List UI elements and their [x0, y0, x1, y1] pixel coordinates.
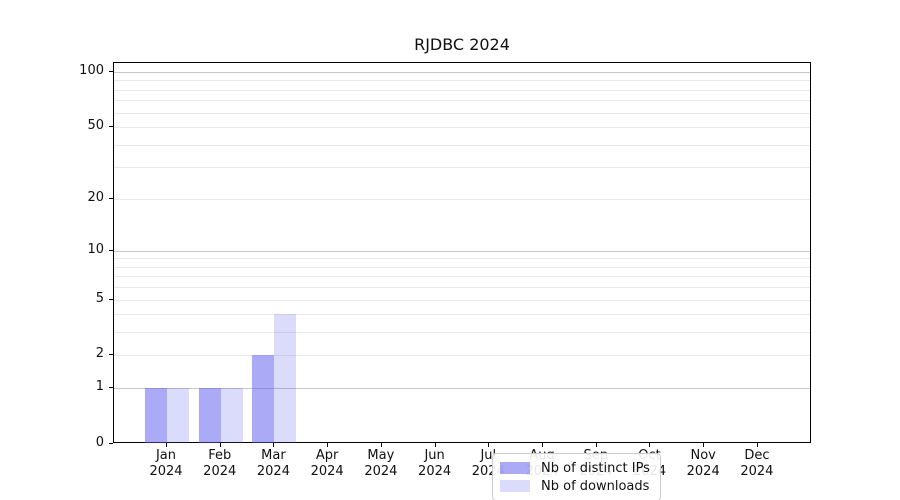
gridline-major — [114, 250, 810, 252]
bar-distinct-ips-jan — [145, 388, 167, 443]
gridline-minor — [114, 314, 810, 316]
y-axis-tick — [109, 249, 113, 251]
x-axis-tick — [488, 443, 490, 447]
x-axis-tick — [380, 443, 382, 447]
y-axis-label: 0 — [95, 435, 104, 450]
bar-downloads-mar — [274, 314, 297, 443]
x-axis-label: Jun 2024 — [418, 448, 452, 479]
y-axis-label: 10 — [87, 241, 104, 257]
x-axis-label: Nov 2024 — [686, 448, 720, 479]
x-axis-tick — [703, 443, 705, 447]
y-axis-tick — [109, 126, 113, 128]
y-axis-tick — [109, 71, 113, 72]
bar-distinct-ips-mar — [252, 355, 275, 443]
x-axis-tick — [434, 443, 436, 447]
legend-label-downloads: Nb of downloads — [541, 478, 650, 494]
y-axis-label: 50 — [87, 118, 104, 134]
x-axis-label: May 2024 — [364, 448, 398, 479]
bar-downloads-jan — [167, 388, 189, 443]
gridline-minor — [114, 258, 810, 260]
x-axis-tick — [327, 443, 329, 447]
x-axis-label: Dec 2024 — [740, 448, 774, 479]
y-axis-tick — [109, 387, 113, 389]
gridline-minor — [114, 299, 810, 301]
x-axis-tick — [756, 443, 758, 447]
x-axis-tick — [166, 443, 167, 447]
x-axis-tick — [219, 443, 221, 447]
y-axis-label: 20 — [87, 189, 104, 205]
y-axis-tick — [109, 197, 113, 199]
x-axis-tick — [273, 443, 275, 447]
legend-entry-downloads: Nb of downloads — [500, 479, 652, 494]
plot-area: Nb of distinct IPs Nb of downloads — [113, 62, 811, 500]
y-axis-label: 1 — [95, 379, 104, 395]
gridline-minor — [114, 332, 810, 334]
legend-label-distinct-ips: Nb of distinct IPs — [541, 460, 650, 476]
y-axis-label: 5 — [95, 290, 104, 306]
y-axis-label: 2 — [95, 346, 104, 362]
chart-title: RJDBC 2024 — [414, 35, 510, 54]
x-axis-label: Apr 2024 — [310, 448, 344, 479]
y-axis-tick — [109, 298, 113, 300]
gridline-minor — [114, 287, 810, 289]
legend-swatch-distinct-ips — [500, 462, 530, 474]
legend-entry-distinct-ips: Nb of distinct IPs — [500, 461, 652, 476]
gridline-minor — [114, 266, 810, 268]
x-axis-label: Mar 2024 — [256, 448, 290, 479]
y-axis-label: 100 — [79, 63, 104, 78]
gridline-minor — [114, 198, 810, 200]
legend-swatch-downloads — [500, 480, 530, 492]
x-axis-tick — [595, 443, 597, 447]
x-axis-label: Jan 2024 — [149, 448, 183, 479]
x-axis-tick — [542, 443, 544, 447]
legend: Nb of distinct IPs Nb of downloads — [492, 453, 661, 500]
x-axis-tick — [649, 443, 651, 447]
y-axis-tick — [109, 354, 113, 356]
bar-downloads-feb — [220, 388, 243, 443]
gridline-major — [114, 72, 810, 73]
bar-distinct-ips-feb — [198, 388, 221, 443]
gridline-minor — [114, 100, 810, 102]
gridline-minor — [114, 355, 810, 357]
gridline-minor — [114, 89, 810, 91]
gridline-minor — [114, 276, 810, 278]
gridline-minor — [114, 80, 810, 82]
gridline-minor — [114, 167, 810, 169]
x-axis-label: Feb 2024 — [203, 448, 237, 479]
gridline-major — [114, 388, 810, 390]
gridline-minor — [114, 144, 810, 146]
gridline-minor — [114, 112, 810, 114]
gridline-minor — [114, 127, 810, 129]
y-axis-tick — [109, 443, 113, 444]
